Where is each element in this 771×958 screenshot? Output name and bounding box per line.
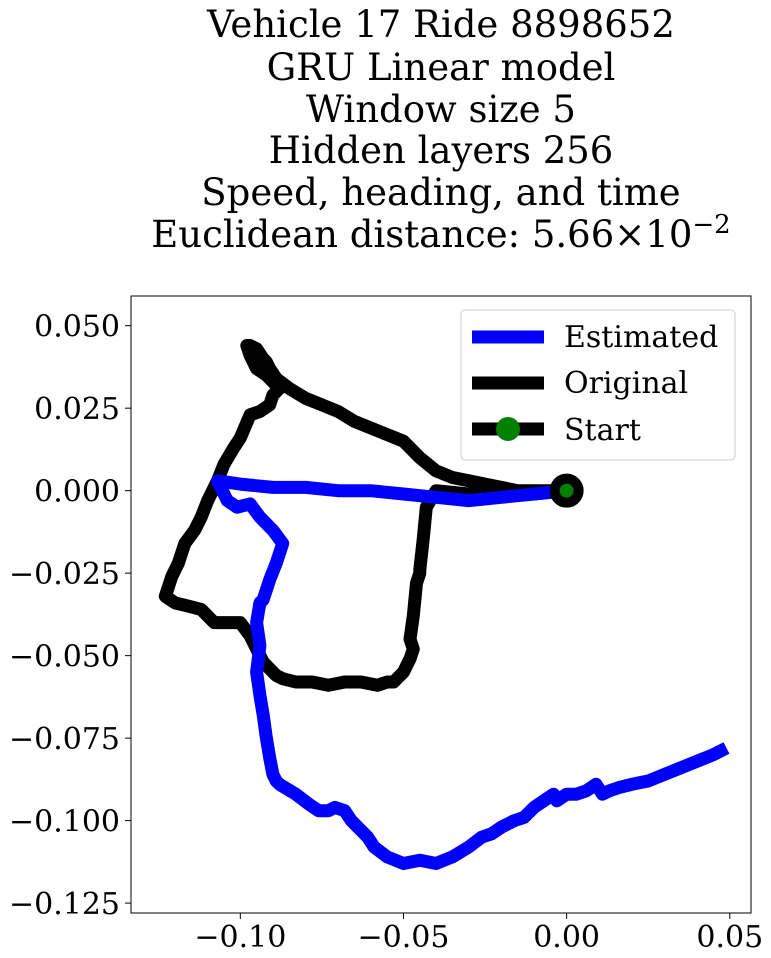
- title-line-distance: Euclidean distance: 5.66×10−2: [151, 210, 730, 256]
- x-tick-label: 0.00: [533, 920, 600, 955]
- distance-times: ×: [614, 213, 645, 256]
- marker-layer: [549, 473, 584, 508]
- y-tick-label: 0.000: [34, 475, 120, 510]
- legend: Estimated Original Start: [460, 309, 736, 461]
- y-tick-label: −0.050: [9, 640, 120, 675]
- title-line-1: Vehicle 17 Ride 8898652: [206, 3, 675, 46]
- x-tick-label: −0.05: [358, 920, 450, 955]
- start-marker: [549, 473, 584, 508]
- series-line-original: [158, 339, 568, 692]
- x-tick-label: −0.10: [194, 920, 286, 955]
- chart-title: Vehicle 17 Ride 8898652 GRU Linear model…: [151, 3, 730, 256]
- plot-frame: [130, 295, 752, 914]
- title-line-2: GRU Linear model: [267, 46, 616, 89]
- distance-label: Euclidean distance:: [151, 213, 532, 256]
- title-line-3: Window size 5: [306, 88, 576, 131]
- legend-label-start: Start: [564, 413, 641, 448]
- distance-mantissa: 5.66: [532, 213, 614, 256]
- y-tick-label: −0.100: [9, 805, 120, 840]
- series-line-estimated: [211, 474, 730, 870]
- y-tick-label: −0.075: [9, 722, 120, 757]
- x-tick-label: 0.05: [696, 920, 763, 955]
- y-tick-label: −0.125: [9, 887, 120, 922]
- legend-label-original: Original: [564, 366, 688, 401]
- title-line-5: Speed, heading, and time: [201, 171, 680, 214]
- series-layer: [158, 339, 730, 870]
- y-tick-label: −0.025: [9, 557, 120, 592]
- y-axis: 0.050 0.025 0.000 −0.025 −0.050 −0.075 −0.100 −…: [9, 310, 131, 922]
- distance-base: 10: [645, 213, 692, 256]
- x-axis: −0.10 −0.05 0.00 0.05: [194, 913, 763, 955]
- title-line-4: Hidden layers 256: [269, 129, 614, 172]
- distance-exponent: −2: [692, 210, 730, 240]
- legend-label-estimated: Estimated: [564, 320, 718, 355]
- y-tick-label: 0.050: [34, 310, 120, 345]
- y-tick-label: 0.025: [34, 392, 120, 427]
- legend-start-marker: [496, 417, 520, 441]
